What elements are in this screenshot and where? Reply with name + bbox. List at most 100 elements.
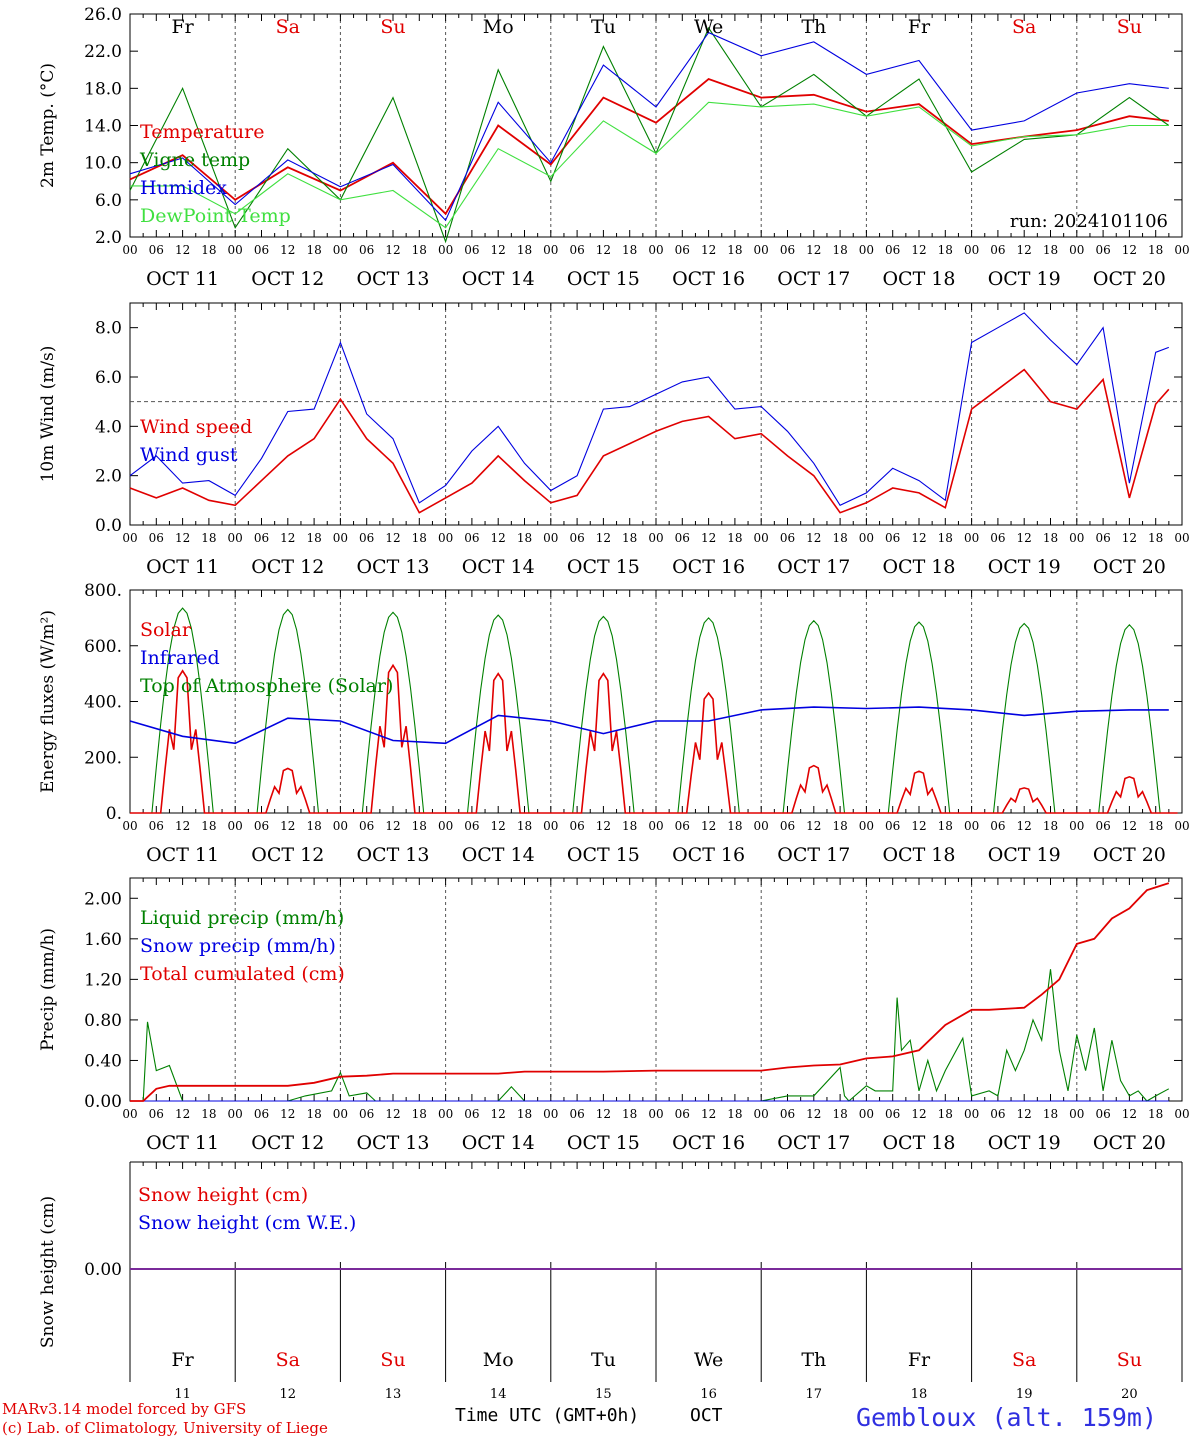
hour-label: 00 <box>648 819 663 833</box>
date-label: OCT 17 <box>777 1132 850 1154</box>
date-label: OCT 14 <box>462 268 535 290</box>
hour-label: 06 <box>254 819 269 833</box>
series-line-liquid-precip-mm-h- <box>130 969 1170 1102</box>
hour-label: 00 <box>333 531 348 545</box>
weekday-label: Sa <box>1012 1349 1036 1371</box>
legend-entry: Snow height (cm W.E.) <box>138 1212 356 1234</box>
hour-label: 00 <box>648 531 663 545</box>
hour-label: 00 <box>964 243 979 257</box>
y-tick-label: 0.80 <box>84 1011 122 1031</box>
legend: Solar Infrared Top of Atmosphere (Solar) <box>140 619 393 697</box>
day-number: 17 <box>806 1387 823 1402</box>
x-axis-label: Time UTC (GMT+0h) <box>455 1405 640 1426</box>
date-label: OCT 17 <box>777 556 850 578</box>
hour-label: 00 <box>648 1107 663 1121</box>
date-label: OCT 16 <box>672 844 745 866</box>
date-label: OCT 15 <box>567 844 640 866</box>
day-number: 12 <box>280 1387 297 1402</box>
hour-label: 18 <box>938 819 953 833</box>
hour-label: 00 <box>122 819 137 833</box>
date-label: OCT 13 <box>356 1132 429 1154</box>
y-axis-label: 10m Wind (m/s) <box>38 346 58 483</box>
date-label: OCT 12 <box>251 268 324 290</box>
month-label: OCT <box>690 1405 723 1426</box>
hour-label: 18 <box>938 531 953 545</box>
series-line-wind-gust <box>129 312 1169 507</box>
y-tick-label: 4.0 <box>95 417 122 437</box>
day-number: 15 <box>595 1387 612 1402</box>
hour-label: 06 <box>359 1107 374 1121</box>
date-label: OCT 11 <box>146 844 219 866</box>
hour-label: 06 <box>359 243 374 257</box>
hour-label: 12 <box>596 243 611 257</box>
hour-label: 00 <box>333 819 348 833</box>
weekday-label: Th <box>801 16 826 38</box>
hour-label: 00 <box>1174 819 1189 833</box>
weekday-label: Su <box>380 16 405 38</box>
day-number: 16 <box>700 1387 717 1402</box>
weekday-label: Tu <box>591 1349 616 1371</box>
hour-label: 00 <box>964 531 979 545</box>
hour-label: 12 <box>175 819 190 833</box>
hour-label: 00 <box>438 243 453 257</box>
y-tick-label: 18.0 <box>84 79 122 99</box>
date-label: OCT 17 <box>777 268 850 290</box>
date-label: OCT 20 <box>1093 556 1166 578</box>
hour-label: 00 <box>438 819 453 833</box>
y-tick-label: 10.0 <box>84 154 122 174</box>
weekday-label: Su <box>1117 16 1142 38</box>
hour-label: 06 <box>1095 1107 1110 1121</box>
hour-label: 00 <box>1174 243 1189 257</box>
hour-label: 06 <box>254 531 269 545</box>
model-credit: MARv3.14 model forced by GFS <box>2 1400 247 1418</box>
hour-label: 12 <box>280 1107 295 1121</box>
date-label: OCT 20 <box>1093 268 1166 290</box>
y-tick-label: 800. <box>84 581 122 601</box>
hour-label: 18 <box>727 531 742 545</box>
y-axis-label: 2m Temp. (°C) <box>38 63 58 188</box>
hour-label: 06 <box>885 531 900 545</box>
weekday-label: Fr <box>171 1349 194 1371</box>
location-label: Gembloux (alt. 159m) <box>856 1403 1158 1432</box>
y-tick-label: 8.0 <box>95 319 122 339</box>
hour-label: 12 <box>1122 243 1137 257</box>
date-label: OCT 18 <box>882 844 955 866</box>
panel-2: 0.0 2.0 4.0 6.0 8.0 10m Wind (m/s) Wind speed W… <box>38 302 1190 578</box>
date-label: OCT 16 <box>672 1132 745 1154</box>
hour-label: 18 <box>727 1107 742 1121</box>
hour-label: 18 <box>622 819 637 833</box>
date-label: OCT 19 <box>988 556 1061 578</box>
panel-1: 2.0 6.0 10.0 14.0 18.0 22.0 26.0 2m Temp. (°C) T… <box>38 5 1190 290</box>
hour-label: 18 <box>517 1107 532 1121</box>
legend-entry: Total cumulated (cm) <box>140 963 345 985</box>
day-number: 14 <box>490 1387 507 1402</box>
date-label: OCT 11 <box>146 556 219 578</box>
hour-label: 18 <box>1043 243 1058 257</box>
weekday-label: Su <box>1117 1349 1142 1371</box>
hour-label: 00 <box>438 1107 453 1121</box>
hour-label: 12 <box>1017 243 1032 257</box>
hour-label: 12 <box>175 1107 190 1121</box>
hour-label: 00 <box>543 819 558 833</box>
date-label: OCT 12 <box>251 556 324 578</box>
hour-label: 12 <box>385 531 400 545</box>
y-tick-label: 0.40 <box>84 1051 122 1071</box>
hour-label: 06 <box>149 531 164 545</box>
hour-label: 12 <box>491 819 506 833</box>
hour-label: 12 <box>911 531 926 545</box>
hour-label: 00 <box>1069 1107 1084 1121</box>
date-label: OCT 13 <box>356 844 429 866</box>
hour-label: 06 <box>464 531 479 545</box>
hour-label: 18 <box>201 1107 216 1121</box>
hour-label: 12 <box>1122 819 1137 833</box>
series-line-dewpoint-temp <box>130 101 1169 229</box>
legend-entry: Humidex <box>140 177 227 199</box>
weekday-label: Sa <box>276 16 300 38</box>
y-tick-label: 6.0 <box>95 368 122 388</box>
legend-entry: Top of Atmosphere (Solar) <box>140 675 393 697</box>
panel-frame <box>129 13 1183 238</box>
hour-label: 06 <box>1095 243 1110 257</box>
hour-label: 18 <box>727 243 742 257</box>
hour-label: 00 <box>228 243 243 257</box>
hour-label: 18 <box>517 531 532 545</box>
